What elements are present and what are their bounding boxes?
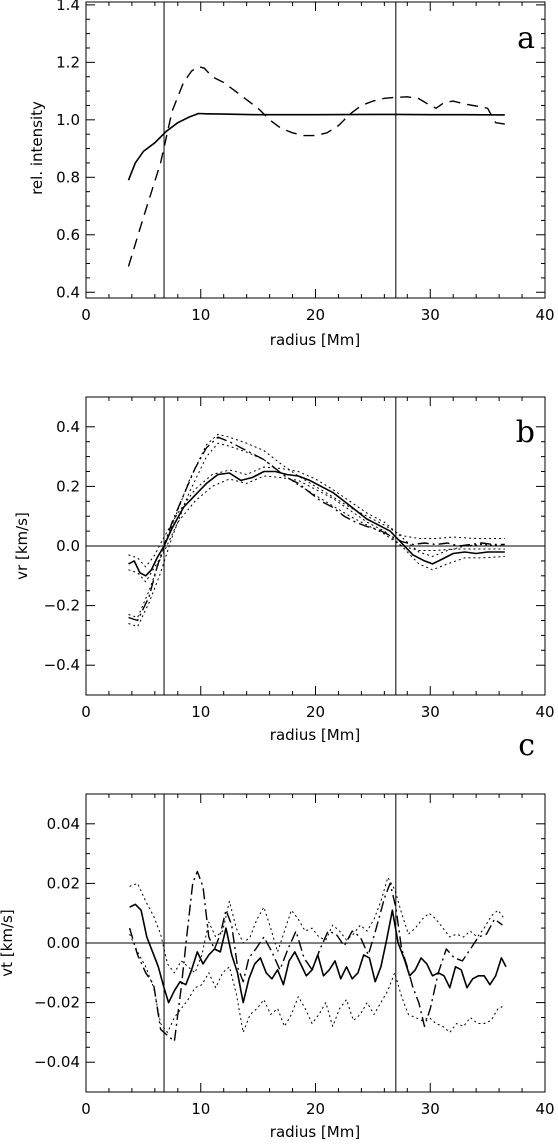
x-tick-label: 0 — [81, 306, 91, 324]
x-tick-label: 20 — [306, 306, 325, 324]
x-tick-label: 30 — [421, 1100, 440, 1118]
series-line-dotted — [128, 442, 505, 627]
y-axis-label: vr [km/s] — [13, 512, 31, 580]
x-tick-label: 0 — [81, 1100, 91, 1118]
x-tick-label: 40 — [535, 306, 554, 324]
y-axis-label: rel. intensity — [28, 101, 46, 195]
y-tick-label: 0.2 — [56, 477, 80, 495]
y-tick-label: 0.4 — [56, 418, 80, 436]
panel-label-c: c — [518, 728, 535, 763]
y-tick-label: 0.02 — [47, 874, 80, 892]
y-axis-label: vt [km/s] — [0, 909, 16, 976]
x-tick-label: 30 — [421, 306, 440, 324]
plot-frame — [85, 1, 546, 299]
x-tick-label: 20 — [306, 703, 325, 721]
y-tick-label: 0.6 — [56, 226, 80, 244]
x-tick-label: 40 — [535, 703, 554, 721]
x-axis-label: radius [Mm] — [270, 331, 360, 349]
x-axis-label: radius [Mm] — [270, 1123, 360, 1141]
panel-label: a — [517, 21, 535, 56]
series-line-dotted — [129, 933, 506, 1033]
panel-label: b — [516, 415, 535, 450]
y-tick-label: −0.4 — [44, 656, 80, 674]
series-line-dash-dot — [128, 870, 503, 1043]
x-axis-label: radius [Mm] — [270, 726, 360, 744]
series-line-dotted — [128, 433, 505, 618]
y-tick-label: 1.4 — [56, 0, 80, 14]
panel-b: b radius [Mm] vr [km/s] 0 10 20 30 40 −0.4 −0.… — [13, 396, 555, 744]
y-tick-label: 1.0 — [56, 111, 80, 129]
y-tick-label: 0.04 — [47, 815, 80, 833]
x-tick-label: 20 — [306, 1100, 325, 1118]
x-tick-label: 10 — [191, 703, 210, 721]
y-tick-label: 0.0 — [56, 537, 80, 555]
y-tick-label: −0.02 — [34, 994, 80, 1012]
series-line-dash-dot — [128, 436, 505, 622]
x-tick-label: 30 — [421, 703, 440, 721]
x-tick-label: 0 — [81, 703, 91, 721]
panel-c: c radius [Mm] vt [km/s] 0 10 20 30 40 −0.04 −0… — [0, 728, 555, 1141]
series-line-solid — [127, 112, 505, 181]
x-tick-label: 40 — [535, 1100, 554, 1118]
x-tick-label: 10 — [191, 1100, 210, 1118]
series-line-dashed — [127, 65, 505, 267]
series-line-dotted — [128, 466, 505, 568]
y-tick-label: −0.04 — [34, 1053, 80, 1071]
y-tick-label: 0.8 — [56, 168, 80, 186]
series-line-dotted — [128, 475, 505, 583]
x-tick-label: 10 — [191, 306, 210, 324]
y-tick-label: 0.00 — [47, 934, 80, 952]
series-line-solid — [128, 470, 505, 577]
y-tick-label: 1.2 — [56, 53, 80, 71]
y-tick-label: 0.4 — [56, 283, 80, 301]
panel-a: a radius [Mm] rel. intensity 0 10 20 30 40 0.… — [28, 0, 555, 349]
y-tick-label: −0.2 — [44, 597, 80, 615]
